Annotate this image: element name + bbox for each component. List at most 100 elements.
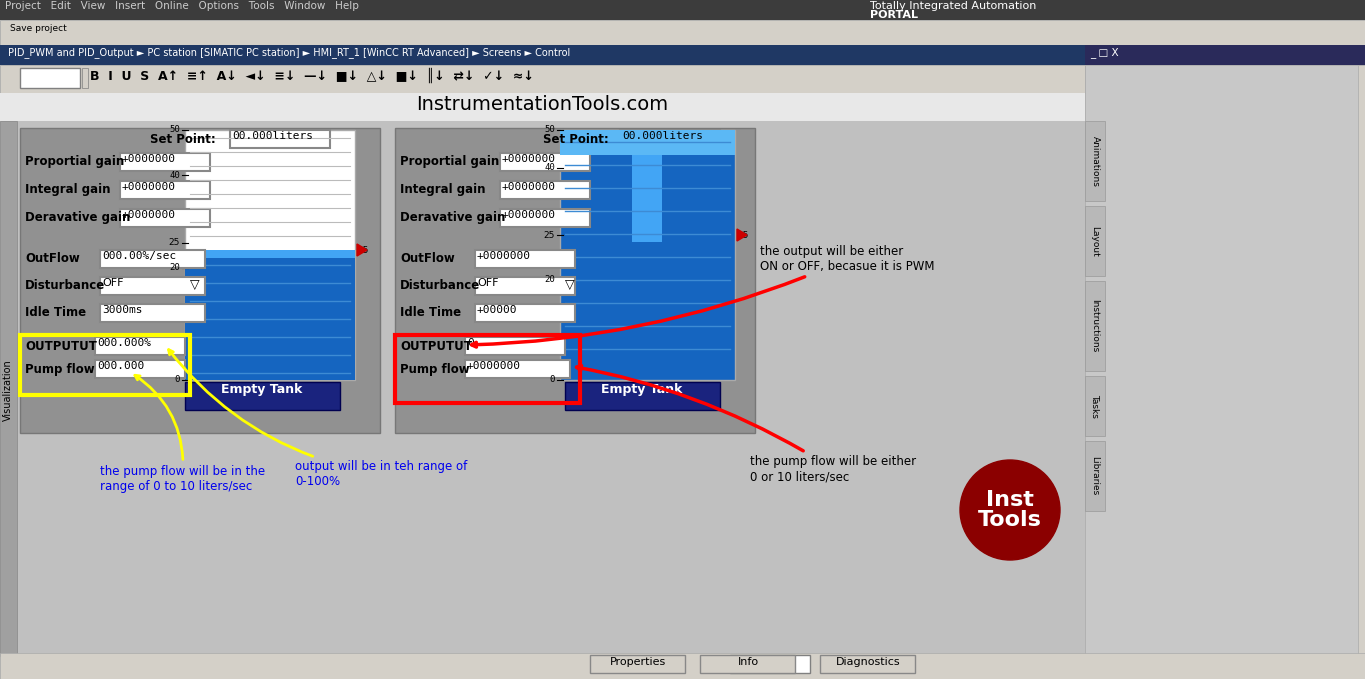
Bar	[730, 655, 809, 673]
Text: Tools: Tools	[979, 510, 1041, 530]
Text: +0000000: +0000000	[502, 182, 556, 192]
Bar	[0, 65, 1085, 93]
Bar	[1085, 441, 1106, 511]
Bar	[560, 130, 734, 155]
Text: Animations: Animations	[1091, 136, 1099, 187]
Bar	[465, 360, 571, 378]
Text: Set Point:: Set Point:	[543, 133, 609, 146]
Bar	[620, 130, 719, 148]
Text: 40: 40	[545, 163, 556, 172]
Bar	[500, 209, 590, 227]
Text: OUTPUTUT: OUTPUTUT	[25, 340, 97, 353]
Bar	[20, 68, 81, 88]
Bar	[475, 277, 575, 295]
Bar	[186, 130, 355, 380]
Text: 000.00%/sec: 000.00%/sec	[102, 251, 176, 261]
Text: Info: Info	[737, 657, 759, 667]
Bar	[1085, 281, 1106, 371]
Bar	[565, 382, 719, 410]
Text: Properties: Properties	[610, 657, 666, 667]
Text: Deravative gain: Deravative gain	[400, 211, 505, 224]
Bar	[20, 128, 379, 433]
Text: +00000: +00000	[476, 305, 517, 315]
Bar	[0, 653, 1365, 679]
Bar	[120, 181, 210, 199]
Bar	[394, 335, 580, 403]
Bar	[500, 181, 590, 199]
Text: Layout: Layout	[1091, 225, 1099, 257]
Text: Pump flow: Pump flow	[25, 363, 94, 376]
Bar	[560, 130, 734, 380]
Text: Libraries: Libraries	[1091, 456, 1099, 496]
Text: 50: 50	[169, 126, 180, 134]
Text: Instructions: Instructions	[1091, 299, 1099, 352]
Text: the pump flow will be either
0 or 10 liters/sec: the pump flow will be either 0 or 10 lit…	[576, 366, 916, 483]
Text: +0000000: +0000000	[502, 210, 556, 220]
Bar	[0, 121, 1085, 656]
Text: +0000000: +0000000	[121, 182, 176, 192]
Text: OUTPUTUT: OUTPUTUT	[400, 340, 472, 353]
Text: OutFlow: OutFlow	[25, 252, 79, 265]
Text: +0000000: +0000000	[121, 210, 176, 220]
Text: Set Point:: Set Point:	[150, 133, 216, 146]
Text: 00.000liters: 00.000liters	[232, 131, 313, 141]
Bar	[500, 153, 590, 171]
Text: _ □ X: _ □ X	[1091, 47, 1119, 58]
Text: Project   Edit   View   Insert   Online   Options   Tools   Window   Help: Project Edit View Insert Online Options …	[5, 1, 359, 11]
Text: 0: 0	[467, 338, 474, 348]
Bar	[700, 655, 794, 673]
Bar	[186, 250, 355, 258]
Bar	[1085, 65, 1365, 656]
Text: 75%: 75%	[732, 657, 756, 667]
Text: Integral gain: Integral gain	[25, 183, 111, 196]
Bar	[229, 130, 330, 148]
Bar	[100, 304, 205, 322]
Text: +0000000: +0000000	[121, 154, 176, 164]
Bar	[590, 655, 685, 673]
Text: 000.000: 000.000	[97, 361, 145, 371]
Text: 3000ms: 3000ms	[102, 305, 142, 315]
Bar	[96, 337, 186, 355]
Text: Integral gain: Integral gain	[400, 183, 486, 196]
Text: OFF: OFF	[102, 278, 123, 288]
Text: output will be in teh range of
0-100%: output will be in teh range of 0-100%	[169, 350, 467, 488]
Text: +0000000: +0000000	[502, 154, 556, 164]
Bar	[120, 209, 210, 227]
Text: 0: 0	[175, 375, 180, 384]
Bar	[632, 130, 662, 242]
Text: +0000000: +0000000	[467, 361, 521, 371]
Bar	[0, 93, 1085, 121]
Text: PORTAL: PORTAL	[870, 10, 919, 20]
Bar	[1085, 206, 1106, 276]
Text: 00.000liters: 00.000liters	[622, 131, 703, 141]
Bar	[120, 153, 210, 171]
Bar	[96, 360, 186, 378]
Bar	[0, 45, 1085, 65]
Text: Deravative gain: Deravative gain	[25, 211, 131, 224]
Bar	[15, 121, 1070, 656]
Text: the pump flow will be in the
range of 0 to 10 liters/sec: the pump flow will be in the range of 0 …	[100, 375, 265, 493]
Text: Pump flow: Pump flow	[400, 363, 470, 376]
Text: Idle Time: Idle Time	[400, 306, 461, 319]
Text: B  I  U  S  A↑  ≡↑  A↓  ◄↓  ≡↓  —↓  ■↓  △↓  ■↓  ║↓  ⇄↓  ✓↓  ≈↓: B I U S A↑ ≡↑ A↓ ◄↓ ≡↓ —↓ ■↓ △↓ ■↓ ║↓ ⇄↓…	[90, 68, 534, 84]
Text: 25: 25	[358, 246, 369, 255]
Text: 000.000%: 000.000%	[97, 338, 152, 348]
Bar	[1085, 376, 1106, 436]
Text: Proportial gain: Proportial gain	[25, 155, 124, 168]
Bar	[465, 337, 565, 355]
Text: Inst: Inst	[986, 490, 1033, 510]
Text: 20: 20	[169, 263, 180, 272]
Text: Empty Tank: Empty Tank	[602, 384, 682, 397]
Text: 25: 25	[737, 231, 748, 240]
Bar	[82, 68, 87, 88]
Bar	[186, 250, 355, 380]
Text: InstrumentationTools.com: InstrumentationTools.com	[416, 95, 667, 114]
Bar	[394, 128, 755, 433]
Text: ▽: ▽	[190, 278, 199, 291]
Polygon shape	[737, 229, 747, 241]
Text: 25: 25	[543, 230, 556, 240]
Bar	[20, 335, 190, 395]
Bar	[5, 23, 35, 42]
Bar	[475, 304, 575, 322]
Text: Save project: Save project	[10, 24, 67, 33]
